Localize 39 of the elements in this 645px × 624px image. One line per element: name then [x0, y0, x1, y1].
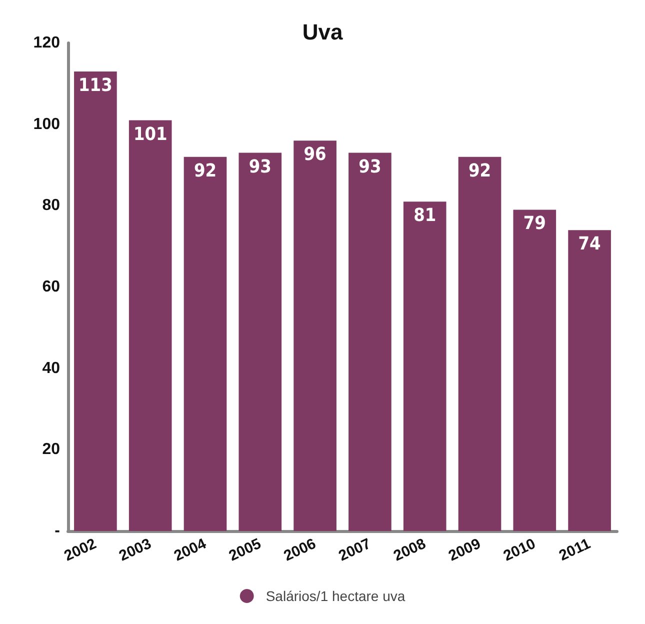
data-label: 96 — [304, 144, 326, 166]
y-tick-label: 60 — [42, 278, 60, 296]
data-label: 93 — [358, 156, 382, 178]
x-tick-label: 2009 — [446, 535, 484, 565]
bar — [238, 152, 282, 531]
x-tick-label: 2005 — [226, 535, 264, 565]
bar — [403, 202, 446, 531]
y-tick-label: 100 — [33, 116, 60, 133]
data-label: 113 — [78, 74, 112, 96]
data-label: 92 — [194, 160, 217, 182]
x-tick-label: 2004 — [171, 535, 210, 565]
bar — [568, 230, 611, 531]
x-tick-label: 2011 — [556, 535, 594, 564]
x-tick-label: 2010 — [500, 535, 538, 565]
y-tick-label: 40 — [42, 360, 60, 377]
y-tick-label: 120 — [33, 34, 60, 52]
y-tick-label: - — [54, 522, 60, 540]
x-tick-label: 2006 — [281, 535, 319, 565]
x-tick-label: 2003 — [116, 535, 154, 565]
x-tick-label: 2002 — [62, 535, 100, 565]
x-tick-label: 2008 — [391, 535, 428, 565]
data-label: 81 — [414, 205, 436, 226]
data-label: 79 — [523, 213, 546, 234]
y-tick-label: 80 — [42, 197, 60, 214]
data-label: 101 — [133, 124, 168, 145]
data-label: 74 — [578, 234, 601, 255]
y-tick-label: 20 — [42, 441, 60, 458]
data-label: 92 — [468, 160, 492, 182]
bar — [128, 120, 172, 531]
legend-label: Salários/1 hectare uva — [266, 588, 406, 604]
bar — [458, 156, 502, 531]
data-label: 93 — [248, 156, 272, 178]
chart-title: Uva — [302, 20, 344, 44]
x-tick-label: 2007 — [336, 535, 374, 565]
bar — [74, 71, 117, 531]
bar — [184, 156, 227, 531]
bar — [294, 140, 336, 531]
bar — [513, 210, 556, 531]
bar — [348, 152, 392, 531]
